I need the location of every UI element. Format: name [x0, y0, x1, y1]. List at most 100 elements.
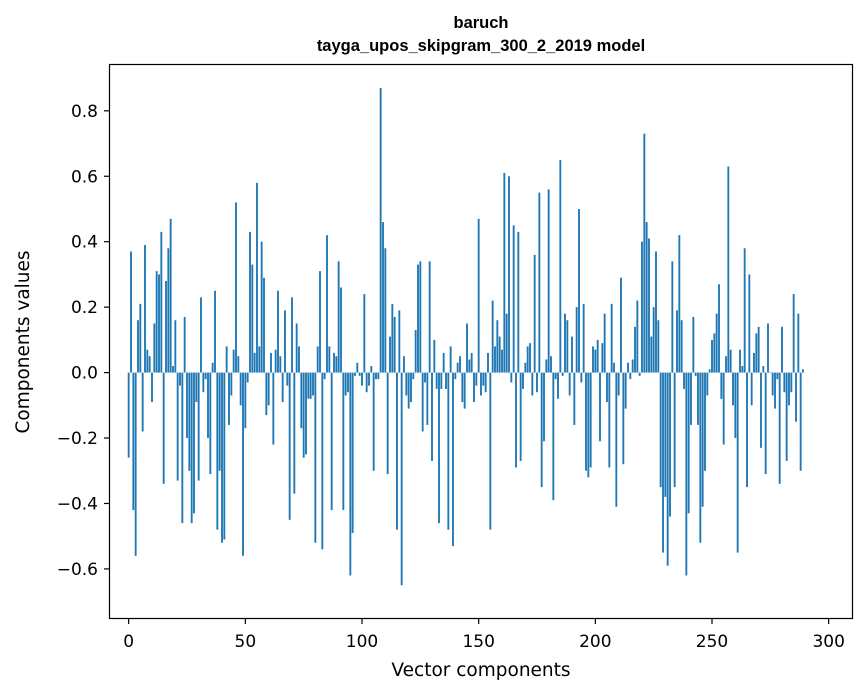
bar-234 [673, 372, 676, 488]
bar-157 [494, 346, 496, 373]
bar-52 [249, 231, 251, 373]
bar-136 [445, 372, 447, 389]
bar-266 [748, 274, 751, 373]
bar-267 [750, 372, 753, 406]
bar-180 [547, 189, 550, 373]
bar-142 [459, 356, 461, 373]
bar-198 [589, 372, 592, 468]
bar-12 [155, 271, 158, 373]
bar-9 [148, 356, 151, 373]
bar-254 [720, 372, 723, 399]
bar-202 [599, 372, 601, 442]
bar-190 [571, 336, 573, 373]
bar-249 [708, 369, 711, 373]
bar-127 [424, 372, 426, 383]
bar-116 [398, 310, 401, 373]
bar-237 [680, 320, 683, 373]
bar-133 [438, 372, 440, 524]
bar-19 [172, 366, 174, 373]
bar-135 [442, 352, 445, 373]
bar-31 [200, 297, 202, 373]
plot-frame [108, 63, 854, 620]
bar-213 [624, 372, 627, 409]
bar-6 [141, 372, 144, 432]
bar-22 [179, 372, 181, 386]
bar-20 [174, 320, 177, 373]
bar-243 [694, 372, 697, 376]
bar-284 [790, 372, 793, 393]
bar-125 [419, 261, 422, 373]
bar-87 [330, 372, 333, 511]
bar-208 [613, 362, 615, 373]
bar-121 [410, 372, 412, 403]
bar-15 [162, 372, 165, 484]
bar-48 [239, 372, 242, 406]
bar-63 [274, 349, 277, 373]
bar-207 [610, 303, 613, 373]
bar-51 [246, 372, 249, 383]
bar-145 [466, 323, 468, 373]
bar-2 [132, 372, 135, 511]
bar-43 [228, 372, 230, 425]
bar-156 [491, 300, 494, 373]
bar-128 [426, 372, 429, 425]
bar-192 [575, 307, 578, 373]
bar-212 [622, 372, 625, 465]
bar-218 [636, 300, 639, 373]
bar-246 [701, 372, 704, 507]
bar-96 [351, 372, 354, 533]
bar-258 [729, 349, 732, 373]
bar-41 [223, 372, 226, 540]
bar-187 [564, 313, 566, 373]
y-tick-label: 0.2 [71, 298, 98, 318]
bar-228 [659, 372, 662, 488]
bar-240 [687, 372, 690, 514]
bar-210 [617, 372, 620, 396]
bar-227 [657, 320, 660, 373]
bar-8 [146, 349, 149, 373]
bar-178 [543, 372, 545, 442]
bar-233 [671, 261, 674, 373]
y-axis-label: Components values [13, 250, 34, 433]
bar-160 [501, 349, 503, 373]
bar-37 [214, 290, 216, 373]
y-tick-label: 0.6 [71, 167, 98, 187]
bar-57 [260, 241, 263, 373]
bar-34 [207, 372, 209, 439]
y-tick-label: −0.6 [57, 560, 98, 580]
x-tick-label: 250 [696, 632, 728, 652]
bar-78 [309, 372, 312, 399]
bar-45 [232, 349, 235, 373]
bar-112 [389, 336, 391, 373]
bar-65 [279, 356, 282, 373]
bar-55 [256, 182, 258, 373]
bar-82 [319, 271, 321, 373]
bar-176 [538, 192, 541, 373]
bar-1 [130, 251, 132, 373]
bar-263 [741, 366, 744, 373]
bar-64 [277, 290, 279, 373]
bar-7 [144, 244, 146, 373]
bar-148 [473, 372, 475, 403]
bar-138 [449, 346, 452, 373]
bar-247 [704, 372, 706, 471]
bar-248 [706, 372, 709, 396]
bar-137 [447, 372, 450, 530]
bar-126 [421, 372, 424, 432]
bar-182 [552, 372, 555, 501]
bar-217 [634, 326, 636, 373]
bar-281 [783, 372, 786, 393]
bar-90 [337, 261, 340, 373]
bar-186 [561, 372, 564, 376]
bar-72 [295, 323, 298, 373]
bar-21 [176, 372, 179, 481]
bar-24 [183, 316, 186, 373]
bar-279 [778, 372, 781, 484]
bar-282 [785, 372, 788, 461]
bar-42 [225, 346, 228, 373]
bar-256 [725, 356, 727, 373]
bar-40 [221, 372, 223, 543]
bar-73 [298, 346, 300, 373]
bar-250 [711, 339, 713, 373]
bar-33 [204, 372, 207, 380]
